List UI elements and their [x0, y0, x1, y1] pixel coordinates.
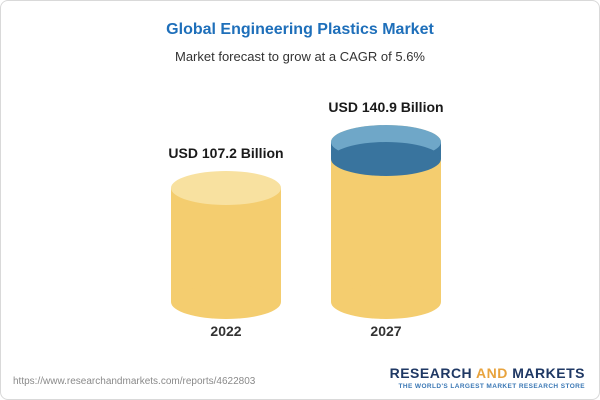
- cylinder-2022: [171, 171, 281, 319]
- cylinder-cap-2027: [331, 125, 441, 176]
- logo-word-markets: MARKETS: [507, 365, 585, 382]
- footer: https://www.researchandmarkets.com/repor…: [1, 357, 599, 399]
- cylinder-2022-body: [171, 188, 281, 302]
- logo-wordmark: RESEARCH AND MARKETS: [390, 365, 585, 382]
- cylinder-2027: [331, 125, 441, 319]
- x-axis-labels: 2022 2027: [1, 323, 599, 343]
- value-label-2022: USD 107.2 Billion: [168, 145, 284, 161]
- bar-column-2022: USD 107.2 Billion: [168, 145, 284, 319]
- x-tick-2027: 2027: [370, 323, 402, 339]
- x-tick-2022: 2022: [210, 323, 242, 339]
- chart-subtitle: Market forecast to grow at a CAGR of 5.6…: [175, 49, 425, 64]
- researchandmarkets-logo[interactable]: RESEARCH AND MARKETS THE WORLD'S LARGEST…: [390, 365, 585, 391]
- logo-tagline: THE WORLD'S LARGEST MARKET RESEARCH STOR…: [398, 383, 585, 391]
- cylinder-2022-bottom-ellipse: [171, 285, 281, 319]
- logo-word-and: AND: [476, 365, 508, 382]
- cylinder-cap-2027-bottom-ellipse: [331, 142, 441, 176]
- cylinder-2027-bottom-ellipse: [331, 285, 441, 319]
- bar-column-2027: USD 140.9 Billion: [328, 99, 444, 319]
- cylinder-2022-top-ellipse: [171, 171, 281, 205]
- chart-title: Global Engineering Plastics Market: [166, 21, 434, 38]
- report-url-link[interactable]: https://www.researchandmarkets.com/repor…: [13, 376, 256, 387]
- value-label-2027: USD 140.9 Billion: [328, 99, 444, 115]
- chart-area: USD 107.2 Billion USD 140.9 Billion: [1, 81, 599, 319]
- logo-word-research: RESEARCH: [389, 365, 477, 382]
